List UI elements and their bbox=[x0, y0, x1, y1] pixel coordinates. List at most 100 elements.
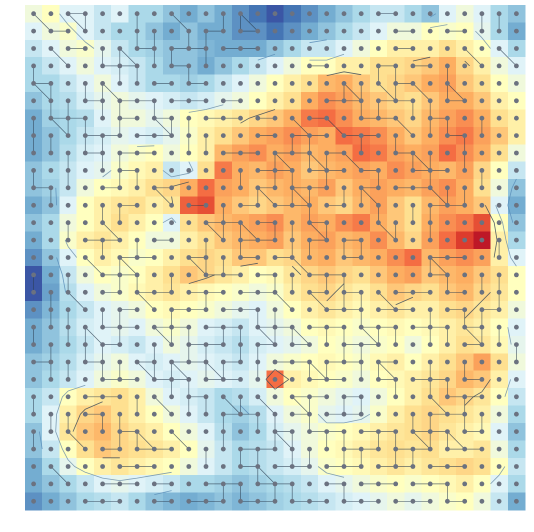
sample-point bbox=[289, 481, 295, 487]
sample-point bbox=[307, 411, 312, 417]
sample-point bbox=[289, 28, 295, 34]
sample-point bbox=[220, 272, 226, 278]
sample-point bbox=[496, 255, 502, 260]
sample-point bbox=[393, 446, 399, 452]
sample-point bbox=[203, 81, 209, 86]
sample-point bbox=[220, 11, 226, 17]
sample-point bbox=[203, 377, 209, 382]
sample-point bbox=[272, 202, 278, 208]
sample-point bbox=[341, 81, 347, 86]
sample-point bbox=[307, 481, 312, 487]
sample-point bbox=[427, 46, 433, 51]
sample-point bbox=[134, 98, 140, 104]
sample-point bbox=[393, 324, 399, 330]
sample-point bbox=[48, 446, 54, 452]
sample-point bbox=[324, 185, 330, 191]
sample-point bbox=[324, 359, 330, 365]
sample-point bbox=[307, 150, 312, 156]
sample-point bbox=[134, 11, 140, 17]
sample-point bbox=[203, 28, 209, 34]
sample-point bbox=[410, 481, 416, 487]
sample-point bbox=[358, 115, 364, 121]
sample-point bbox=[272, 220, 278, 226]
sample-point bbox=[203, 464, 209, 469]
sample-point bbox=[479, 255, 485, 260]
sample-point bbox=[496, 133, 502, 139]
sample-point bbox=[117, 377, 123, 382]
sample-point bbox=[203, 63, 209, 69]
sample-point bbox=[496, 324, 502, 330]
sample-point bbox=[376, 202, 381, 208]
sample-point bbox=[324, 28, 330, 34]
sample-point bbox=[117, 28, 123, 34]
sample-point bbox=[324, 394, 330, 400]
sample-point bbox=[169, 359, 175, 365]
sample-point bbox=[186, 168, 192, 173]
sample-point bbox=[341, 255, 347, 260]
sample-point bbox=[134, 46, 140, 51]
sample-point bbox=[82, 359, 88, 365]
sample-point bbox=[169, 377, 175, 382]
contour-line bbox=[55, 13, 517, 485]
sample-point bbox=[117, 133, 123, 139]
sample-point bbox=[462, 377, 468, 382]
sample-point bbox=[100, 324, 105, 330]
sample-point bbox=[358, 237, 364, 243]
sample-point bbox=[479, 464, 485, 469]
sample-point bbox=[220, 342, 226, 347]
sample-point bbox=[445, 411, 450, 417]
sample-point bbox=[65, 342, 71, 347]
sample-point bbox=[496, 168, 502, 173]
sample-point bbox=[289, 342, 295, 347]
sample-point bbox=[100, 498, 105, 504]
sample-point bbox=[341, 411, 347, 417]
sample-point bbox=[427, 133, 433, 139]
sample-point bbox=[31, 272, 36, 278]
sample-point bbox=[427, 481, 433, 487]
sample-point bbox=[358, 342, 364, 347]
sample-point bbox=[376, 411, 381, 417]
sample-point bbox=[376, 11, 381, 17]
sample-point bbox=[462, 342, 468, 347]
sample-point bbox=[410, 289, 416, 295]
sample-point bbox=[203, 220, 209, 226]
sample-point bbox=[220, 446, 226, 452]
sample-point bbox=[376, 81, 381, 86]
sample-point bbox=[238, 272, 243, 278]
sample-point bbox=[445, 359, 450, 365]
sample-point bbox=[289, 98, 295, 104]
sample-point bbox=[462, 220, 468, 226]
sample-point bbox=[82, 28, 88, 34]
sample-point bbox=[169, 98, 175, 104]
sample-point bbox=[307, 202, 312, 208]
sample-point bbox=[307, 255, 312, 260]
sample-point bbox=[117, 150, 123, 156]
sample-point bbox=[307, 115, 312, 121]
contour-lines bbox=[39, 13, 517, 495]
sample-point bbox=[238, 202, 243, 208]
sample-point bbox=[169, 46, 175, 51]
sample-point bbox=[272, 98, 278, 104]
sample-point bbox=[31, 394, 36, 400]
sample-point bbox=[324, 481, 330, 487]
sample-point bbox=[358, 98, 364, 104]
sample-point bbox=[220, 202, 226, 208]
sample-point bbox=[48, 411, 54, 417]
sample-point bbox=[479, 168, 485, 173]
sample-point bbox=[255, 255, 261, 260]
sample-point bbox=[203, 255, 209, 260]
sample-point bbox=[445, 63, 450, 69]
sample-point bbox=[255, 237, 261, 243]
sample-point bbox=[169, 28, 175, 34]
sample-point bbox=[220, 481, 226, 487]
sample-point bbox=[307, 81, 312, 86]
sample-point bbox=[82, 185, 88, 191]
sample-point bbox=[307, 359, 312, 365]
sample-point bbox=[31, 481, 36, 487]
sample-point bbox=[82, 411, 88, 417]
sample-point bbox=[410, 411, 416, 417]
sample-point bbox=[289, 133, 295, 139]
sample-point bbox=[496, 446, 502, 452]
sample-point bbox=[514, 324, 519, 330]
